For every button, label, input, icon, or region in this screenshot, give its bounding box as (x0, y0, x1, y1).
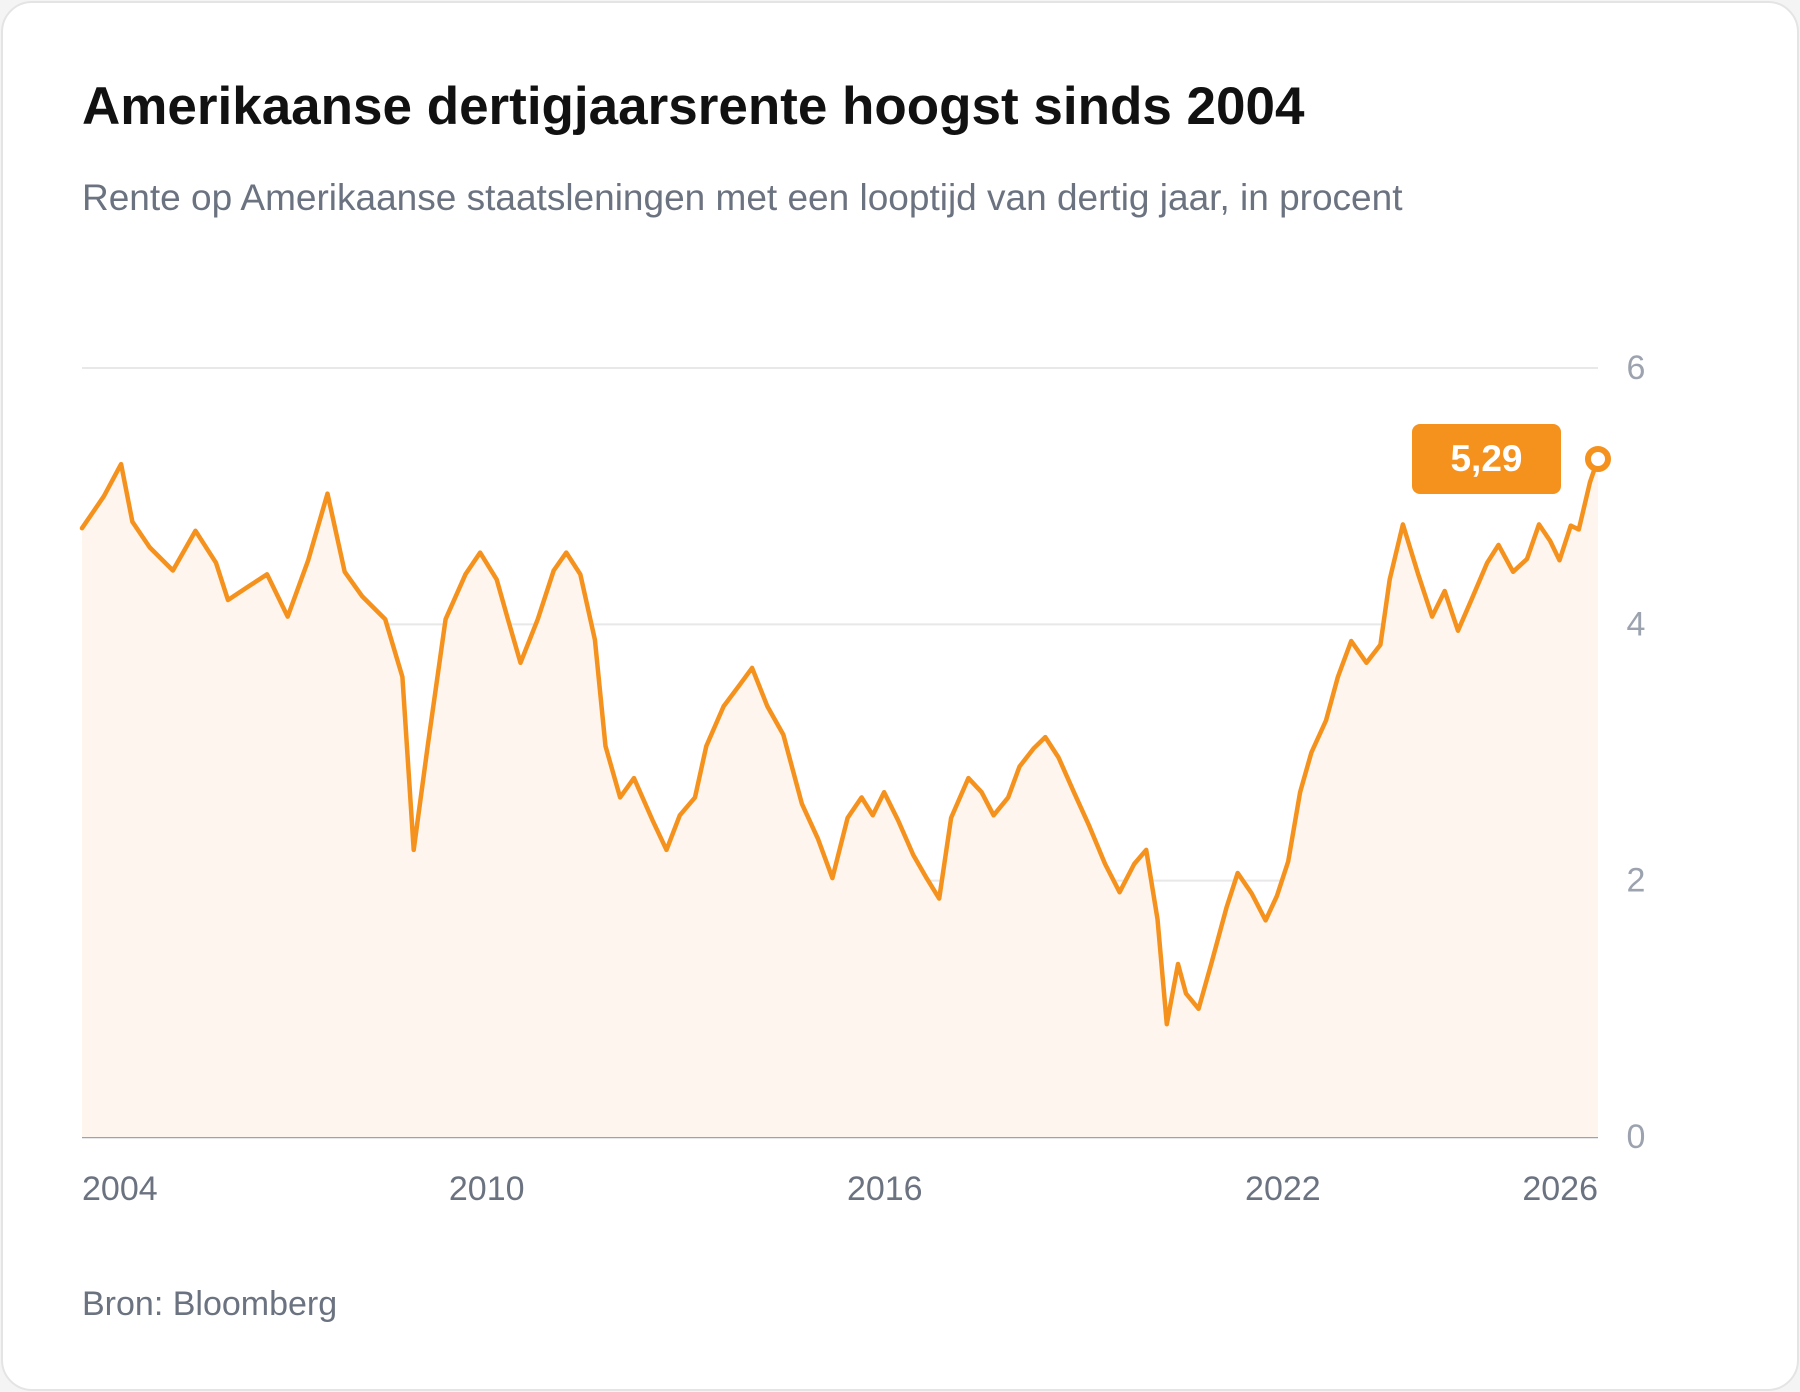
x-tick-label: 2026 (1522, 1170, 1598, 1208)
y-tick-label: 2 (1627, 862, 1646, 900)
value-label: 5,29 (1450, 438, 1522, 479)
end-point (1585, 445, 1611, 472)
x-tick-label: 2016 (847, 1170, 923, 1208)
chart-title: Amerikaanse dertigjaarsrente hoogst sind… (82, 77, 1305, 136)
chart-subtitle: Rente op Amerikaanse staatsleningen met … (82, 177, 1403, 218)
x-tick-label: 2004 (82, 1170, 158, 1208)
x-tick-label: 2022 (1245, 1170, 1321, 1208)
y-tick-label: 0 (1627, 1118, 1646, 1156)
area (82, 459, 1598, 1137)
source: Bron: Bloomberg (82, 1285, 337, 1323)
line (79, 456, 1601, 1027)
y-tick-label: 6 (1627, 349, 1646, 387)
y-tick-label: 4 (1627, 605, 1646, 643)
value-badge (1412, 423, 1561, 494)
x-tick-label: 2010 (449, 1170, 525, 1208)
